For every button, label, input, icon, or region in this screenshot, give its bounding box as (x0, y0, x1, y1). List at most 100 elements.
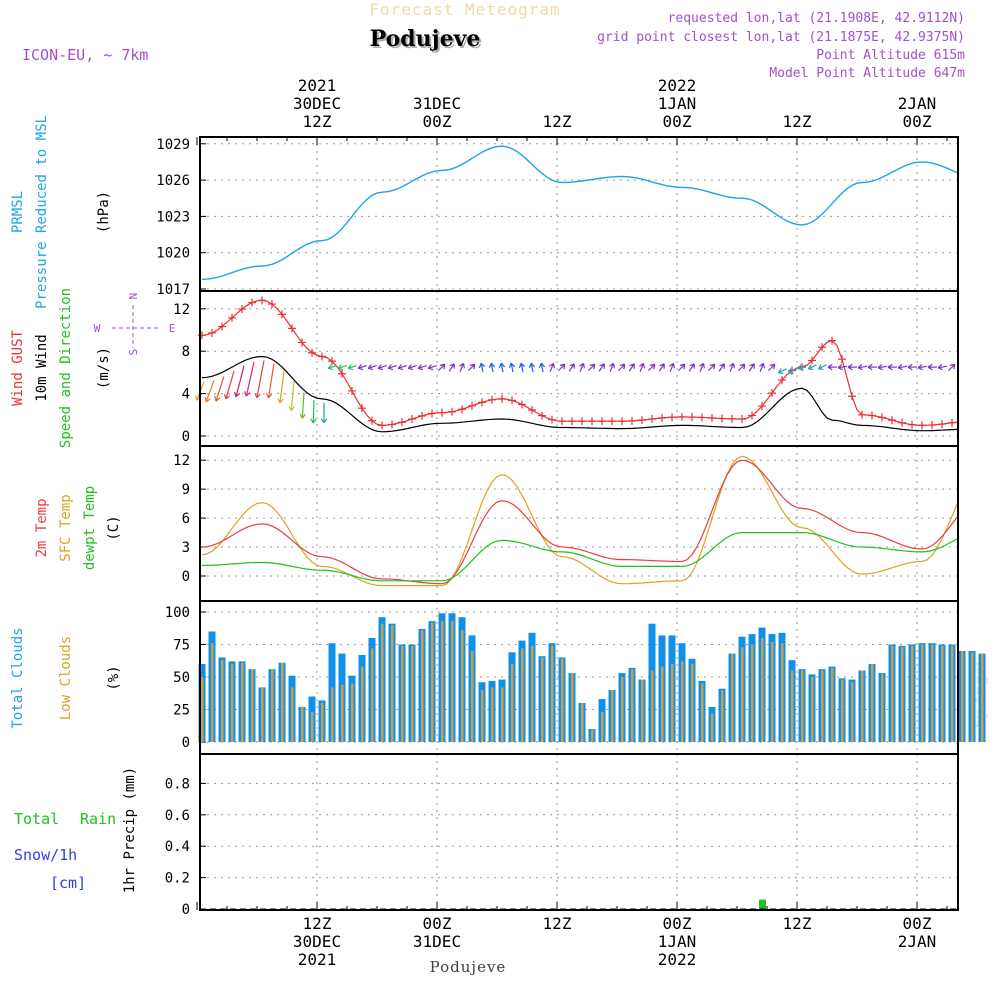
wind-direction-arrow (759, 362, 765, 372)
wind-direction-arrow (438, 363, 446, 372)
time-label-bottom: 1JAN (658, 932, 697, 951)
wind-direction-arrow (588, 363, 596, 372)
pressure-ytick-label: 1023 (156, 209, 190, 225)
wind-gust-marker (328, 357, 336, 366)
wind-10m-line (201, 355, 958, 433)
wind-gust-marker (478, 398, 486, 407)
wind-gust-marker (628, 416, 636, 425)
wind-direction-arrow (857, 363, 868, 371)
wind-gust-marker (818, 343, 826, 352)
wind-ytick-label: 4 (182, 387, 190, 403)
wind-gust-marker (808, 356, 816, 365)
wind-gust-marker (688, 413, 696, 422)
model-altitude: Model Point Altitude 647m (769, 66, 965, 81)
low-clouds-bar (291, 687, 294, 742)
clouds-ytick-label: 0 (182, 735, 190, 751)
pressure-ytick-label: 1026 (156, 173, 190, 189)
low-clouds-bar (461, 630, 464, 742)
wind-direction-arrow (528, 362, 536, 373)
wind-direction-arrow (244, 361, 255, 397)
wind-gust-marker (558, 417, 566, 426)
wind-direction-arrow (288, 381, 295, 411)
low-clouds-bar (321, 703, 324, 742)
wind-direction-arrow (699, 362, 705, 372)
wind-direction-arrow (518, 362, 526, 373)
temp-frame (199, 445, 959, 602)
wind-gust-marker (948, 418, 956, 427)
wind-gust-marker (268, 300, 276, 309)
wind-gust-marker (768, 389, 776, 398)
wind-speed-dir-label: Speed and Direction (58, 288, 74, 448)
wind-direction-arrow (877, 363, 888, 371)
wind-direction-arrow (927, 363, 938, 371)
clouds-ytick-label: 75 (173, 638, 190, 654)
low-clouds-bar (771, 641, 774, 742)
low-clouds-bar (761, 638, 764, 742)
low-clouds-bar (841, 679, 844, 742)
temp-dewpt-line (201, 532, 958, 582)
low-clouds-label: Low Clouds (58, 636, 74, 720)
wind-direction-arrow (797, 364, 807, 370)
wind-gust-marker (708, 413, 716, 422)
low-clouds-bar (621, 677, 624, 742)
wind-direction-arrow (618, 363, 626, 372)
wind-direction-arrow (223, 370, 235, 400)
temp-sfc-label: SFC Temp (58, 494, 74, 561)
wind-ytick-label: 8 (182, 344, 190, 360)
grid-point-coords: grid point closest lon,lat (21.1875E, 42… (597, 30, 965, 45)
forecast-meteogram-title: Forecast Meteogram (369, 0, 560, 19)
wind-direction-arrow (538, 362, 546, 373)
wind-direction-arrow (508, 362, 516, 373)
wind-direction-arrow (327, 364, 337, 371)
temp-dewpt-label: dewpt Temp (82, 486, 98, 570)
wind-direction-arrow (407, 364, 417, 371)
wind-direction-arrow (265, 363, 275, 399)
wind-direction-arrow (748, 363, 755, 372)
precip-ytick-label: 0.8 (165, 776, 190, 792)
low-clouds-bar (471, 651, 474, 742)
wind-gust-marker (458, 405, 466, 414)
low-clouds-bar (451, 621, 454, 742)
time-label-top: 1JAN (658, 94, 697, 113)
wind-gust-marker (568, 417, 576, 426)
low-clouds-bar (331, 687, 334, 742)
wind-gust-marker (758, 402, 766, 411)
pressure-label-prmsl: PRMSL (10, 191, 26, 233)
low-clouds-bar (591, 729, 594, 742)
wind-gust-marker (578, 417, 586, 426)
low-clouds-bar (431, 622, 434, 742)
wind-direction-arrow (377, 364, 387, 371)
wind-direction-arrow (837, 363, 848, 371)
low-clouds-bar (411, 645, 414, 742)
time-label-bottom: 2021 (298, 950, 337, 969)
low-clouds-bar (921, 644, 924, 742)
wind-gust-marker (258, 296, 266, 305)
pressure-unit: (hPa) (96, 191, 112, 233)
precip-ytick-label: 0 (182, 902, 190, 918)
low-clouds-bar (941, 645, 944, 742)
wind-gust-marker (528, 406, 536, 415)
time-label-bottom: 12Z (543, 914, 572, 933)
wind-direction-arrow (397, 364, 407, 371)
low-clouds-bar (851, 682, 854, 742)
low-clouds-bar (491, 687, 494, 742)
low-clouds-bar (561, 658, 564, 742)
low-clouds-bar (701, 683, 704, 742)
temp-sfc-line (201, 455, 958, 587)
wind-gust-marker (778, 376, 786, 385)
compass-e: E (169, 322, 176, 335)
wind-gust-marker (518, 400, 526, 409)
compass-s: S (127, 349, 140, 356)
time-label-bottom: 00Z (903, 914, 932, 933)
wind-direction-arrow (427, 364, 437, 371)
wind-direction-arrow (254, 360, 265, 399)
wind-gust-marker (748, 411, 756, 420)
wind-gust-marker (598, 417, 606, 426)
station-title-shadow: Podujeve (372, 28, 483, 54)
snow-label: Snow/1h (14, 846, 77, 864)
low-clouds-bar (661, 666, 664, 742)
wind-direction-arrow (320, 402, 328, 424)
precip-frame (199, 753, 959, 911)
wind-gust-marker (848, 392, 856, 401)
time-label-bottom: 31DEC (413, 932, 461, 951)
